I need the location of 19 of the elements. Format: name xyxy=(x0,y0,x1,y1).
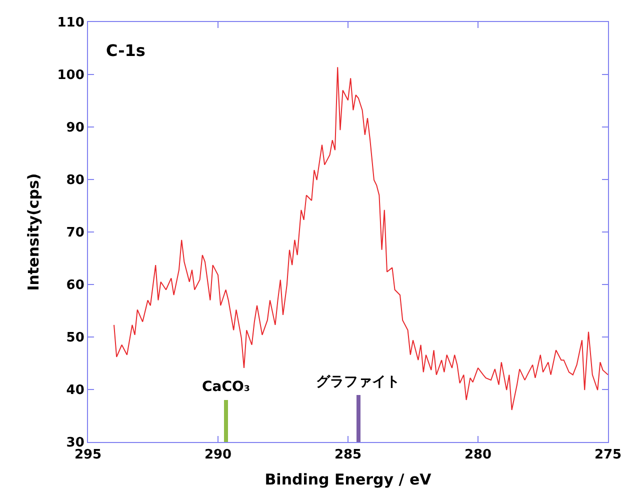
x-tick-label: 275 xyxy=(594,448,622,463)
y-tick-label: 60 xyxy=(66,278,84,294)
y-tick-label: 70 xyxy=(66,226,84,241)
x-tick-label: 290 xyxy=(204,448,232,463)
y-tick-label: 50 xyxy=(66,330,84,346)
x-tick-label: 280 xyxy=(464,448,492,463)
y-axis-title: Intensity(cps) xyxy=(24,173,43,291)
y-tick-label: 100 xyxy=(57,68,84,84)
x-tick-label: 295 xyxy=(74,448,102,463)
series-label: グラファイト xyxy=(316,374,400,390)
series-label: CaCO₃ xyxy=(202,379,250,395)
x-axis-title: Binding Energy / eV xyxy=(264,470,432,489)
y-tick-label: 40 xyxy=(66,383,84,398)
x-tick-label: 285 xyxy=(334,448,362,463)
y-tick-label: 80 xyxy=(66,173,84,188)
y-tick-label: 110 xyxy=(57,16,84,31)
y-tick-label: 90 xyxy=(66,120,84,136)
text: C-1s xyxy=(106,41,146,60)
line-series xyxy=(114,66,608,410)
